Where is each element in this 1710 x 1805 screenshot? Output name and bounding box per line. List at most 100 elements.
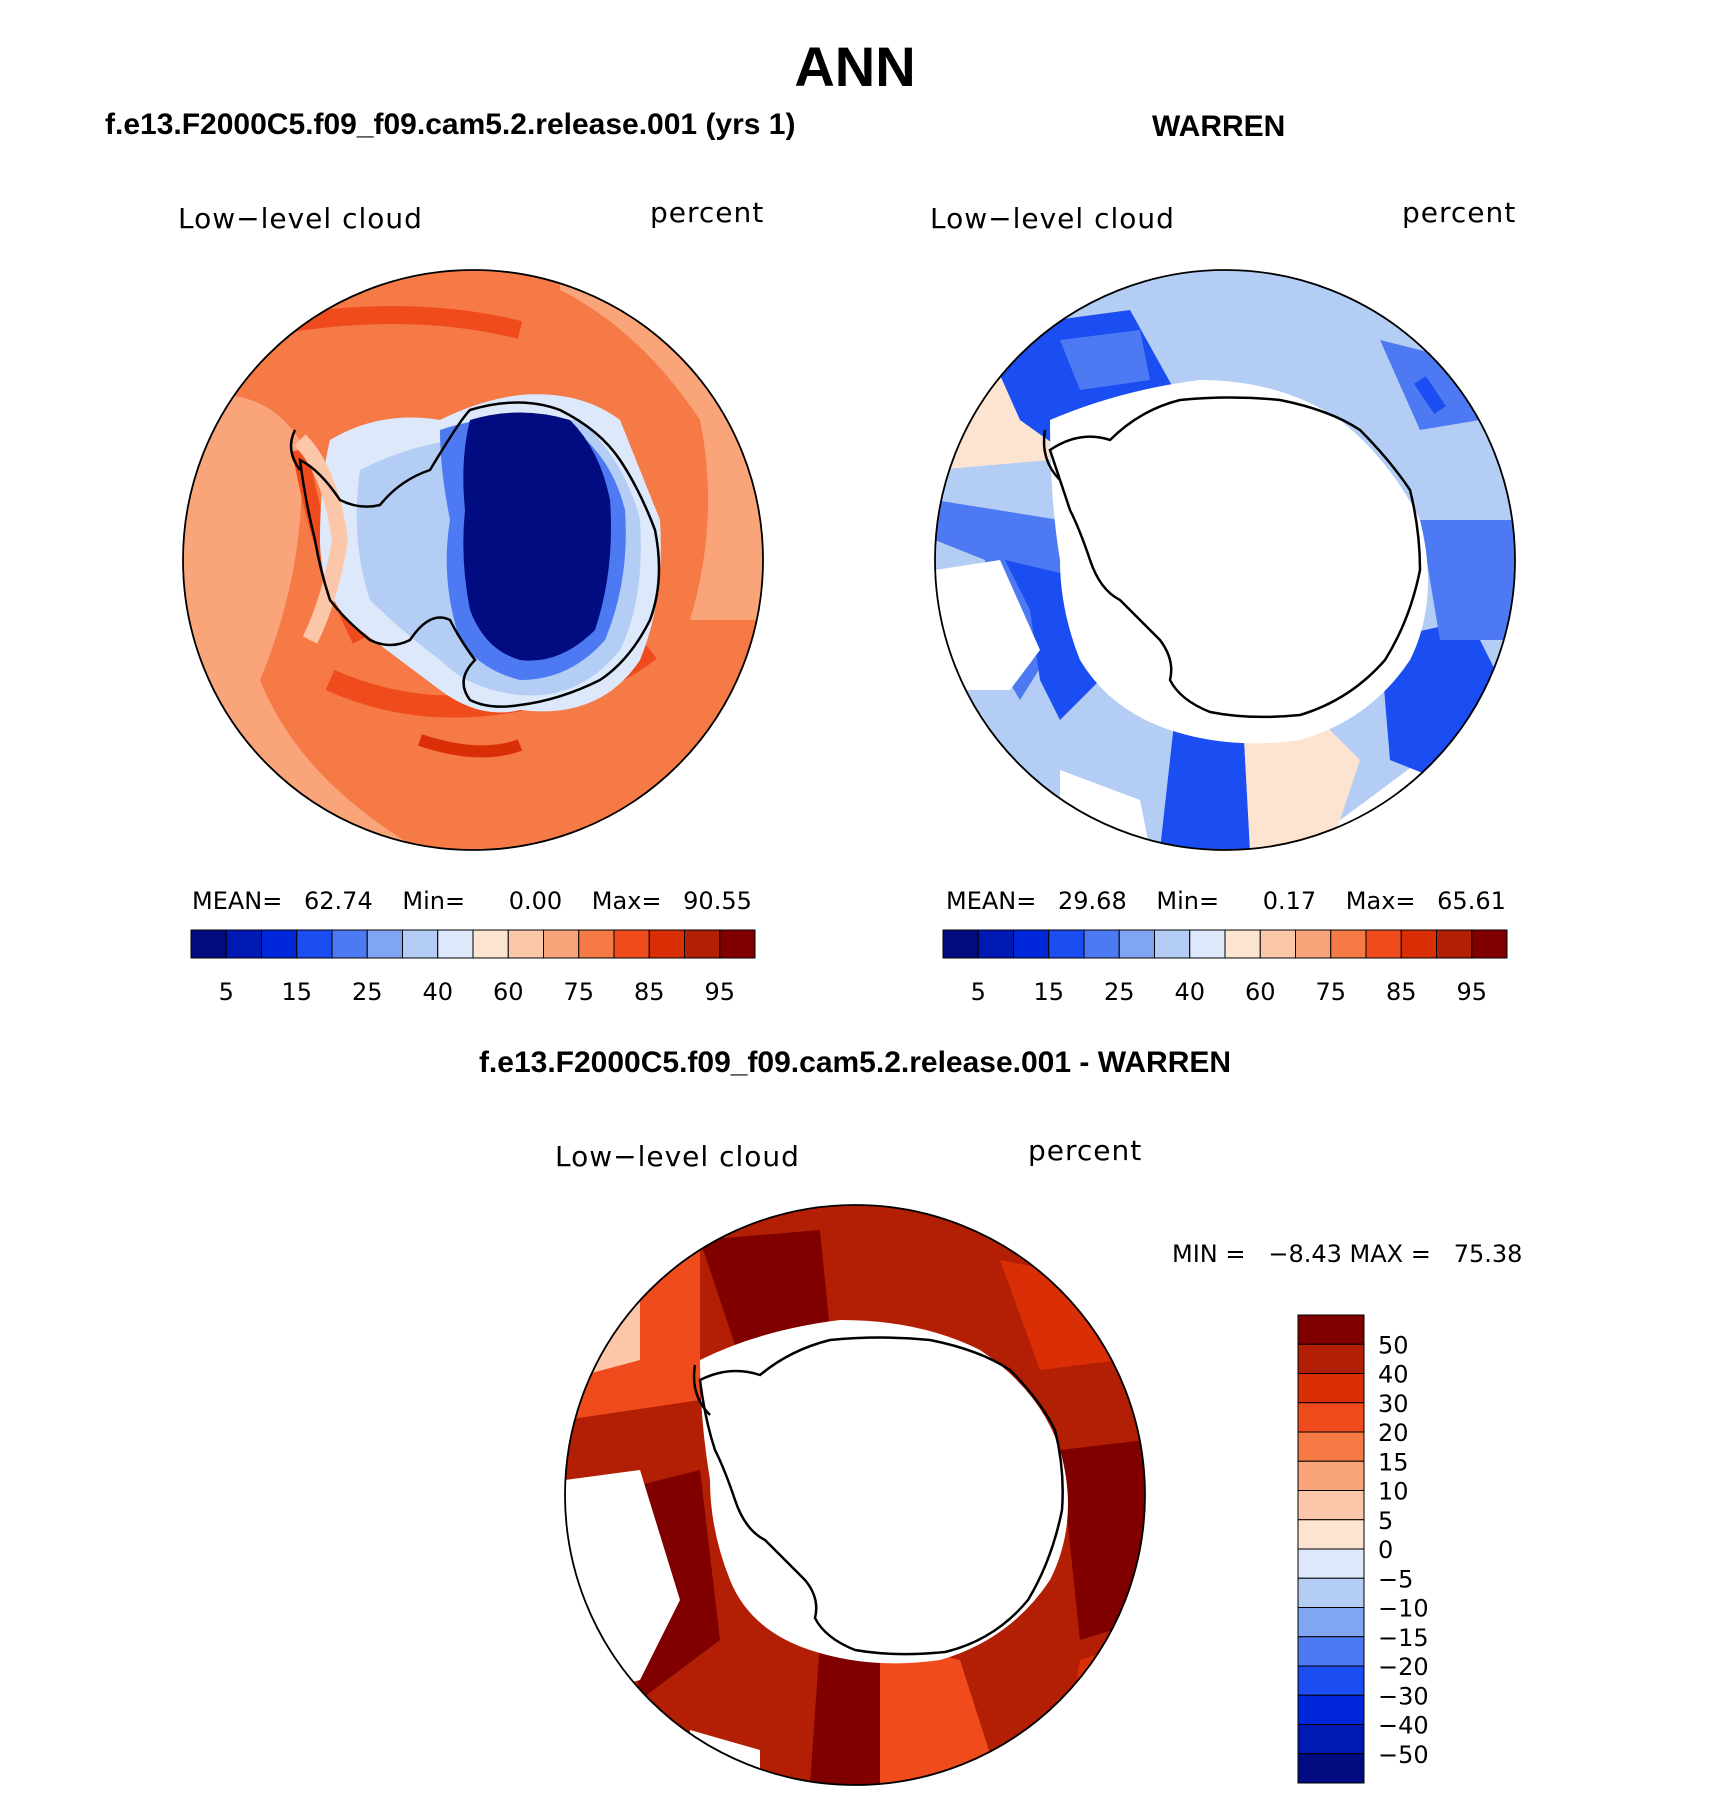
panel3-colorbar-swatch [1297,1665,1365,1696]
panel3-colorbar-tick-label: −50 [1378,1741,1429,1769]
panel1-colorbar: 5 15 25 40 60 75 85 95 [190,929,756,1006]
panel3-colorbar-swatch [1297,1607,1365,1638]
panel3-colorbar-swatch [1297,1548,1365,1579]
panel3-colorbar-tick-label: 10 [1378,1478,1409,1506]
panel2-colorbar-swatch [1259,929,1296,959]
panel2-min-value: 0.17 [1262,887,1317,915]
panel2-mean-value: 29.68 [1058,887,1127,915]
panel1-colorbar-swatch [507,929,544,959]
panel2-map [934,269,1516,851]
panel2-units-label: percent [1402,196,1517,229]
panel3-colorbar-tick-label: −40 [1378,1712,1429,1740]
panel1-colorbar-swatch [472,929,509,959]
panel2-mean-label: MEAN= [946,887,1037,915]
panel3-colorbar-tick-label: 15 [1378,1448,1409,1476]
panel1-colorbar-tick-label: 25 [352,978,383,1006]
panel1-colorbar-swatch [261,929,298,959]
panel1-min-label: Min= [402,887,466,915]
panel1-colorbar-swatch [613,929,650,959]
panel2-max-value: 65.61 [1437,887,1506,915]
panel3-colorbar-tick-label: 20 [1378,1419,1409,1447]
panel3-colorbar-tick-label: 40 [1378,1361,1409,1389]
panel2-colorbar-swatch [1295,929,1332,959]
panel2-colorbar-swatch [1436,929,1473,959]
panel1-colorbar-tick-label: 60 [493,978,524,1006]
panel2-colorbar-swatch [1400,929,1437,959]
panel3-colorbar-swatch [1297,1373,1365,1404]
panel3-colorbar-tick-label: 30 [1378,1390,1409,1418]
panel1-colorbar-swatch [402,929,439,959]
panel3-subtitle: f.e13.F2000C5.f09_f09.cam5.2.release.001… [478,1046,1232,1079]
panel1-colorbar-tick-label: 40 [422,978,453,1006]
figure-title: ANN [794,35,916,98]
panel3-colorbar-tick-label: −10 [1378,1595,1429,1623]
panel3-colorbar-tick-label: −5 [1378,1565,1413,1593]
panel2-colorbar-tick-label: 40 [1174,978,1205,1006]
panel2-min-label: Min= [1156,887,1220,915]
panel1-mean-value: 62.74 [304,887,373,915]
panel3-colorbar-swatch [1297,1753,1365,1784]
panel1-subtitle: f.e13.F2000C5.f09_f09.cam5.2.release.001… [105,108,796,141]
panel3-colorbar-swatch [1297,1519,1365,1550]
panel1-colorbar-swatch [719,929,756,959]
panel1-colorbar-swatch [190,929,227,959]
panel2-colorbar-swatch [1083,929,1120,959]
panel2-colorbar-swatch [1330,929,1367,959]
panel1-colorbar-swatch [296,929,333,959]
panel1-colorbar-swatch [225,929,262,959]
panel3-colorbar-swatch [1297,1694,1365,1725]
panel2-colorbar-swatch [1154,929,1191,959]
panel1-colorbar-tick-label: 75 [563,978,594,1006]
panel1-mean-label: MEAN= [192,887,283,915]
panel2-colorbar-tick-label: 5 [971,978,986,1006]
panel3-colorbar-tick-label: 5 [1378,1507,1393,1535]
panel3-colorbar-swatch [1297,1402,1365,1433]
panel1-max-label: Max= [591,887,662,915]
panel1-colorbar-swatch [331,929,368,959]
panel3-minmax: MIN = −8.43 MAX = 75.38 [1172,1240,1523,1268]
panel3-colorbar-swatch [1297,1490,1365,1521]
panel2-colorbar: 5 15 25 40 60 75 85 95 [942,929,1508,1006]
panel1-colorbar-tick-label: 85 [634,978,665,1006]
panel1-units-label: percent [650,196,765,229]
panel3-colorbar-swatch [1297,1431,1365,1462]
panel1-colorbar-swatch [578,929,615,959]
panel3-map [564,1204,1146,1786]
panel3-colorbar-swatch [1297,1314,1365,1345]
panel3-colorbar-swatch [1297,1577,1365,1608]
panel3-colorbar-swatch [1297,1636,1365,1667]
panel1-colorbar-swatch [684,929,721,959]
panel2-colorbar-swatch [942,929,979,959]
panel2-colorbar-swatch [977,929,1014,959]
panel2-colorbar-tick-label: 85 [1386,978,1417,1006]
panel1-colorbar-swatch [366,929,403,959]
panel2-colorbar-tick-label: 75 [1315,978,1346,1006]
panel1-colorbar-swatch [543,929,580,959]
panel1-colorbar-tick-label: 95 [704,978,735,1006]
panel1-colorbar-swatch [437,929,474,959]
panel3-colorbar-tick-label: 50 [1378,1331,1409,1359]
panel3-colorbar-tick-label: −15 [1378,1624,1429,1652]
panel1-colorbar-tick-label: 15 [281,978,312,1006]
panel3-units-label: percent [1028,1134,1143,1167]
panel3-colorbar-swatch [1297,1343,1365,1374]
panel1-colorbar-tick-label: 5 [219,978,234,1006]
panel1-map [182,269,764,851]
panel1-variable-label: Low−level cloud [178,202,423,235]
panel2-colorbar-swatch [1365,929,1402,959]
panel3-colorbar-tick-label: −20 [1378,1653,1429,1681]
panel1-min-value: 0.00 [508,887,563,915]
panel2-subtitle: WARREN [1152,110,1286,143]
panel2-colorbar-swatch [1048,929,1085,959]
panel2-variable-label: Low−level cloud [930,202,1175,235]
panel3-variable-label: Low−level cloud [555,1140,800,1173]
panel2-stats: MEAN= 29.68 Min= 0.17 Max= 65.61 [946,887,1506,915]
panel1-stats: MEAN= 62.74 Min= 0.00 Max= 90.55 [192,887,752,915]
panel2-colorbar-swatch [1118,929,1155,959]
panel1-max-value: 90.55 [683,887,752,915]
panel2-colorbar-swatch [1189,929,1226,959]
panel1-colorbar-swatch [648,929,685,959]
panel2-colorbar-tick-label: 60 [1245,978,1276,1006]
